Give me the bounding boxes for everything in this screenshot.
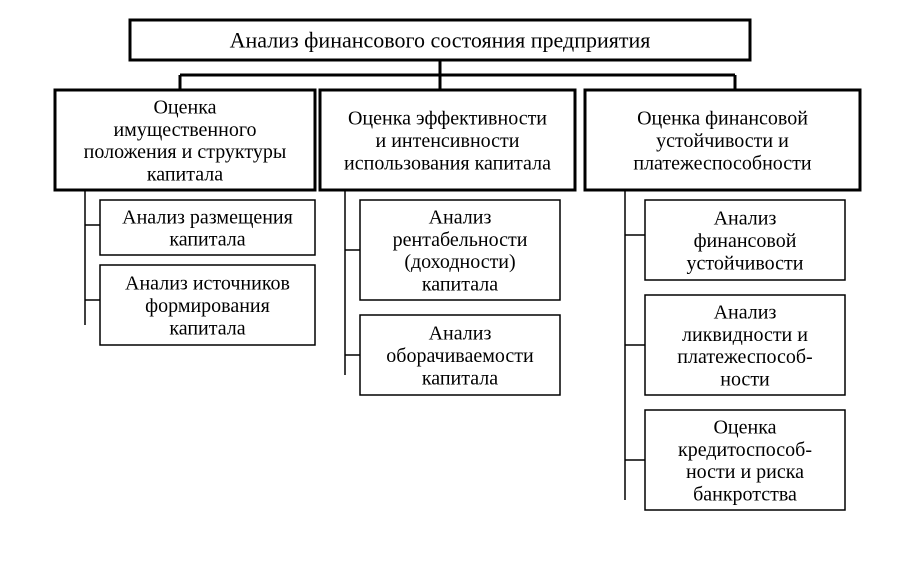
- branch-0-leaf-0-box: Анализ размещениякапитала: [100, 200, 315, 255]
- branch-2-leaf-1-box: Анализликвидности иплатежеспособ-ности: [645, 295, 845, 395]
- branch-1-leaf-0-box-line: рентабельности: [393, 229, 528, 251]
- branch-2-box-line: устойчивости и: [656, 130, 789, 152]
- branch-2-leaf-2-box: Оценкакредитоспособ-ности и рискабанкрот…: [645, 410, 845, 510]
- branch-1-box: Оценка эффективностии интенсивностииспол…: [320, 90, 575, 190]
- branch-0-leaf-0-box-line: капитала: [169, 229, 245, 251]
- branch-1-leaf-0-box-line: капитала: [422, 274, 498, 296]
- branch-0-leaf-1-box-line: капитала: [169, 317, 245, 339]
- branch-1-leaf-0-box-line: Анализ: [429, 206, 492, 228]
- branch-0-leaf-1-box: Анализ источниковформированиякапитала: [100, 265, 315, 345]
- branch-2-leaf-1-box-line: ности: [720, 369, 770, 391]
- branch-1-box-line: и интенсивности: [376, 130, 520, 152]
- branch-2-leaf-0-box-line: финансовой: [694, 230, 797, 252]
- branch-2-leaf-2-box-line: банкротства: [693, 484, 797, 506]
- branch-2-leaf-0-box-line: устойчивости: [687, 252, 804, 274]
- branch-1-leaf-1-box: Анализоборачиваемостикапитала: [360, 315, 560, 395]
- branch-0-box-line: положения и структуры: [84, 141, 287, 163]
- branch-2-leaf-0-box: Анализфинансовойустойчивости: [645, 200, 845, 280]
- branch-2-leaf-2-box-line: Оценка: [713, 416, 776, 438]
- branch-0-leaf-1-box-line: формирования: [145, 295, 270, 317]
- branch-2-leaf-2-box-line: кредитоспособ-: [678, 439, 812, 461]
- branch-0-box-line: капитала: [147, 164, 223, 186]
- branch-0-box-line: Оценка: [153, 96, 216, 118]
- branch-2-box-line: Оценка финансовой: [637, 108, 808, 130]
- branch-2-leaf-0-box-line: Анализ: [714, 208, 777, 230]
- branch-1-leaf-0-box-line: (доходности): [404, 251, 515, 273]
- branch-1-leaf-1-box-line: капитала: [422, 367, 498, 389]
- branch-1-leaf-0-box: Анализрентабельности(доходности)капитала: [360, 200, 560, 300]
- root-box-line: Анализ финансового состояния предприятия: [230, 28, 651, 53]
- branch-2-leaf-1-box-line: платежеспособ-: [677, 346, 812, 368]
- branch-1-leaf-1-box-line: оборачиваемости: [386, 345, 534, 367]
- branch-2-leaf-2-box-line: ности и риска: [686, 461, 804, 483]
- branch-0-box-line: имущественного: [113, 119, 256, 141]
- tree-diagram: Анализ финансового состояния предприятия…: [0, 0, 910, 575]
- branch-1-box-line: использования капитала: [344, 152, 551, 174]
- branch-1-leaf-1-box-line: Анализ: [429, 323, 492, 345]
- branch-2-leaf-1-box-line: ликвидности и: [682, 324, 808, 346]
- root-box: Анализ финансового состояния предприятия: [130, 20, 750, 60]
- branch-2-box-line: платежеспособности: [633, 152, 812, 174]
- branch-0-box: Оценкаимущественногоположения и структур…: [55, 90, 315, 190]
- branch-0-leaf-0-box-line: Анализ размещения: [122, 206, 293, 228]
- branch-2-box: Оценка финансовойустойчивости иплатежесп…: [585, 90, 860, 190]
- branch-2-leaf-1-box-line: Анализ: [714, 301, 777, 323]
- branch-0-leaf-1-box-line: Анализ источников: [125, 273, 290, 295]
- branch-1-box-line: Оценка эффективности: [348, 108, 547, 130]
